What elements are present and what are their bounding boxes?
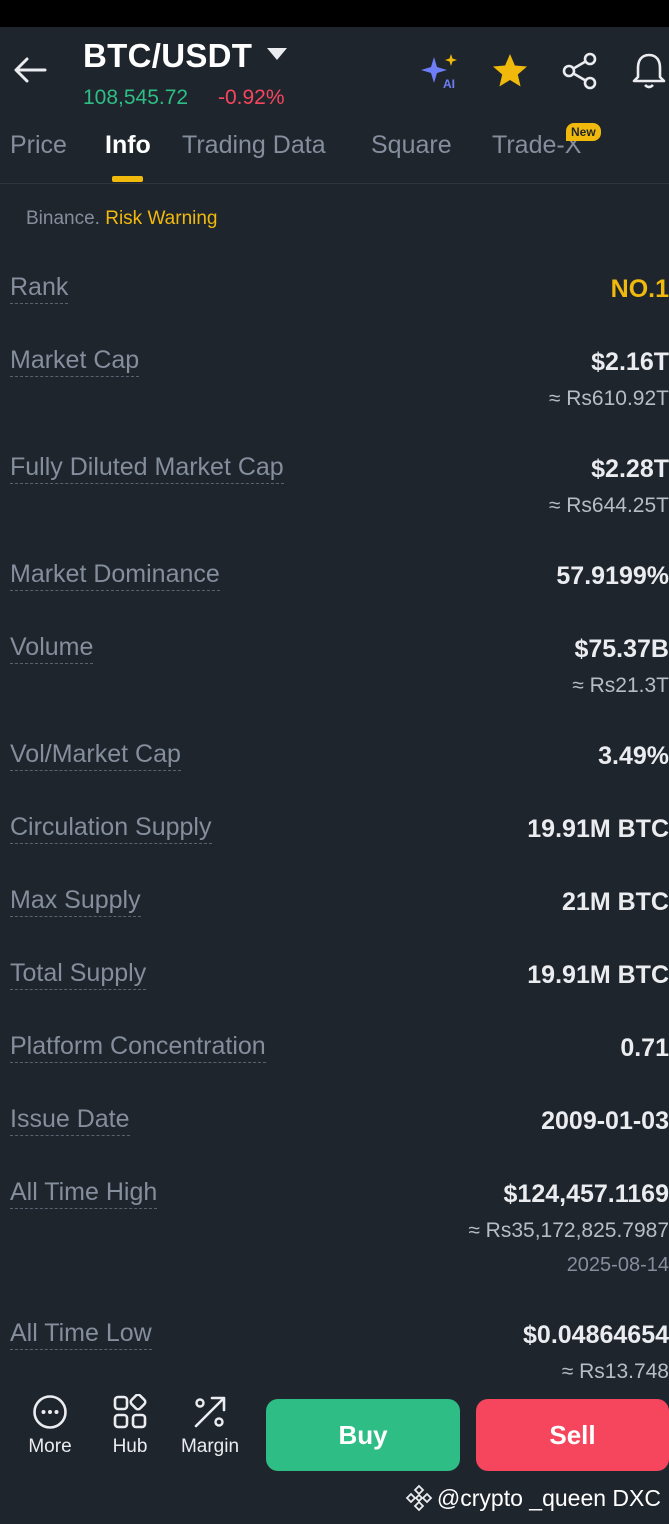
new-badge: New xyxy=(566,123,601,141)
margin-button[interactable]: Margin xyxy=(170,1394,250,1458)
ath-local: ≈ Rs35,172,825.7987 xyxy=(468,1219,669,1242)
atl-local: ≈ Rs13.748 xyxy=(561,1360,669,1383)
tab-trading-data[interactable]: Trading Data xyxy=(182,131,326,159)
watermark-text: @crypto _queen DXC xyxy=(436,1484,661,1511)
market-cap-value: $2.16T xyxy=(591,348,669,376)
tab-square[interactable]: Square xyxy=(371,131,452,159)
rank-value: NO.1 xyxy=(610,275,669,303)
risk-notice: Binance. Risk Warning xyxy=(26,208,218,230)
hub-button[interactable]: Hub xyxy=(90,1394,170,1458)
max-supply-value: 21M BTC xyxy=(562,888,669,916)
back-arrow-icon[interactable] xyxy=(12,55,48,85)
last-price: 108,545.72 xyxy=(83,86,189,109)
header: BTC/USDT 108,545.72 -0.92% AI xyxy=(0,27,669,117)
fdmc-label[interactable]: Fully Diluted Market Cap xyxy=(10,453,284,484)
volume-label[interactable]: Volume xyxy=(10,633,94,664)
issue-date-value: 2009-01-03 xyxy=(541,1107,669,1135)
ath-value: $124,457.1169 xyxy=(503,1180,669,1208)
more-button[interactable]: More xyxy=(10,1394,90,1458)
volume-local: ≈ Rs21.3T xyxy=(572,674,669,697)
margin-icon xyxy=(194,1396,226,1428)
ath-date: 2025-08-14 xyxy=(566,1254,669,1276)
market-cap-local: ≈ Rs610.92T xyxy=(548,387,669,410)
fdmc-value: $2.28T xyxy=(591,455,669,483)
tab-price[interactable]: Price xyxy=(10,131,67,159)
svg-text:AI: AI xyxy=(443,77,455,91)
total-supply-value: 19.91M BTC xyxy=(527,961,669,989)
atl-label[interactable]: All Time Low xyxy=(10,1319,152,1350)
hub-icon xyxy=(113,1394,147,1429)
tab-bar: Price Info Trading Data Square Trade-X xyxy=(0,127,669,184)
ai-sparkle-icon[interactable]: AI xyxy=(420,51,460,91)
status-bar xyxy=(0,0,669,27)
market-cap-label[interactable]: Market Cap xyxy=(10,346,140,377)
margin-label: Margin xyxy=(180,1436,240,1457)
sell-button[interactable]: Sell xyxy=(476,1399,669,1471)
bottom-action-bar: More Hub Margin Buy Sell xyxy=(0,1380,669,1490)
dominance-label[interactable]: Market Dominance xyxy=(10,560,220,591)
pair-title[interactable]: BTC/USDT xyxy=(83,37,253,74)
platform-concentration-value: 0.71 xyxy=(620,1034,669,1062)
tab-info[interactable]: Info xyxy=(105,131,151,159)
notice-prefix: Binance. xyxy=(26,208,100,229)
fdmc-local: ≈ Rs644.25T xyxy=(548,494,669,517)
favorite-star-icon[interactable] xyxy=(490,51,530,91)
circulation-value: 19.91M BTC xyxy=(527,815,669,843)
risk-warning-link[interactable]: Risk Warning xyxy=(105,208,218,229)
total-supply-label[interactable]: Total Supply xyxy=(10,959,147,990)
active-tab-indicator xyxy=(112,176,143,182)
rank-label[interactable]: Rank xyxy=(10,273,69,304)
bell-icon[interactable] xyxy=(629,51,669,91)
max-supply-label[interactable]: Max Supply xyxy=(10,886,141,917)
more-label: More xyxy=(28,1436,72,1457)
caret-down-icon[interactable] xyxy=(266,47,288,61)
ath-label[interactable]: All Time High xyxy=(10,1178,158,1209)
vol-mcap-value: 3.49% xyxy=(598,742,669,770)
atl-value: $0.04864654 xyxy=(523,1321,669,1349)
share-icon[interactable] xyxy=(560,51,600,91)
hub-label: Hub xyxy=(112,1436,148,1457)
volume-value: $75.37B xyxy=(574,635,669,663)
price-change: -0.92% xyxy=(218,86,285,109)
platform-concentration-label[interactable]: Platform Concentration xyxy=(10,1032,266,1063)
dominance-value: 57.9199% xyxy=(556,562,669,590)
binance-logo-icon xyxy=(405,1484,433,1512)
issue-date-label[interactable]: Issue Date xyxy=(10,1105,130,1136)
vol-mcap-label[interactable]: Vol/Market Cap xyxy=(10,740,181,771)
buy-button[interactable]: Buy xyxy=(266,1399,460,1471)
circulation-label[interactable]: Circulation Supply xyxy=(10,813,212,844)
watermark: @crypto _queen DXC xyxy=(405,1484,661,1512)
more-icon xyxy=(33,1395,67,1429)
